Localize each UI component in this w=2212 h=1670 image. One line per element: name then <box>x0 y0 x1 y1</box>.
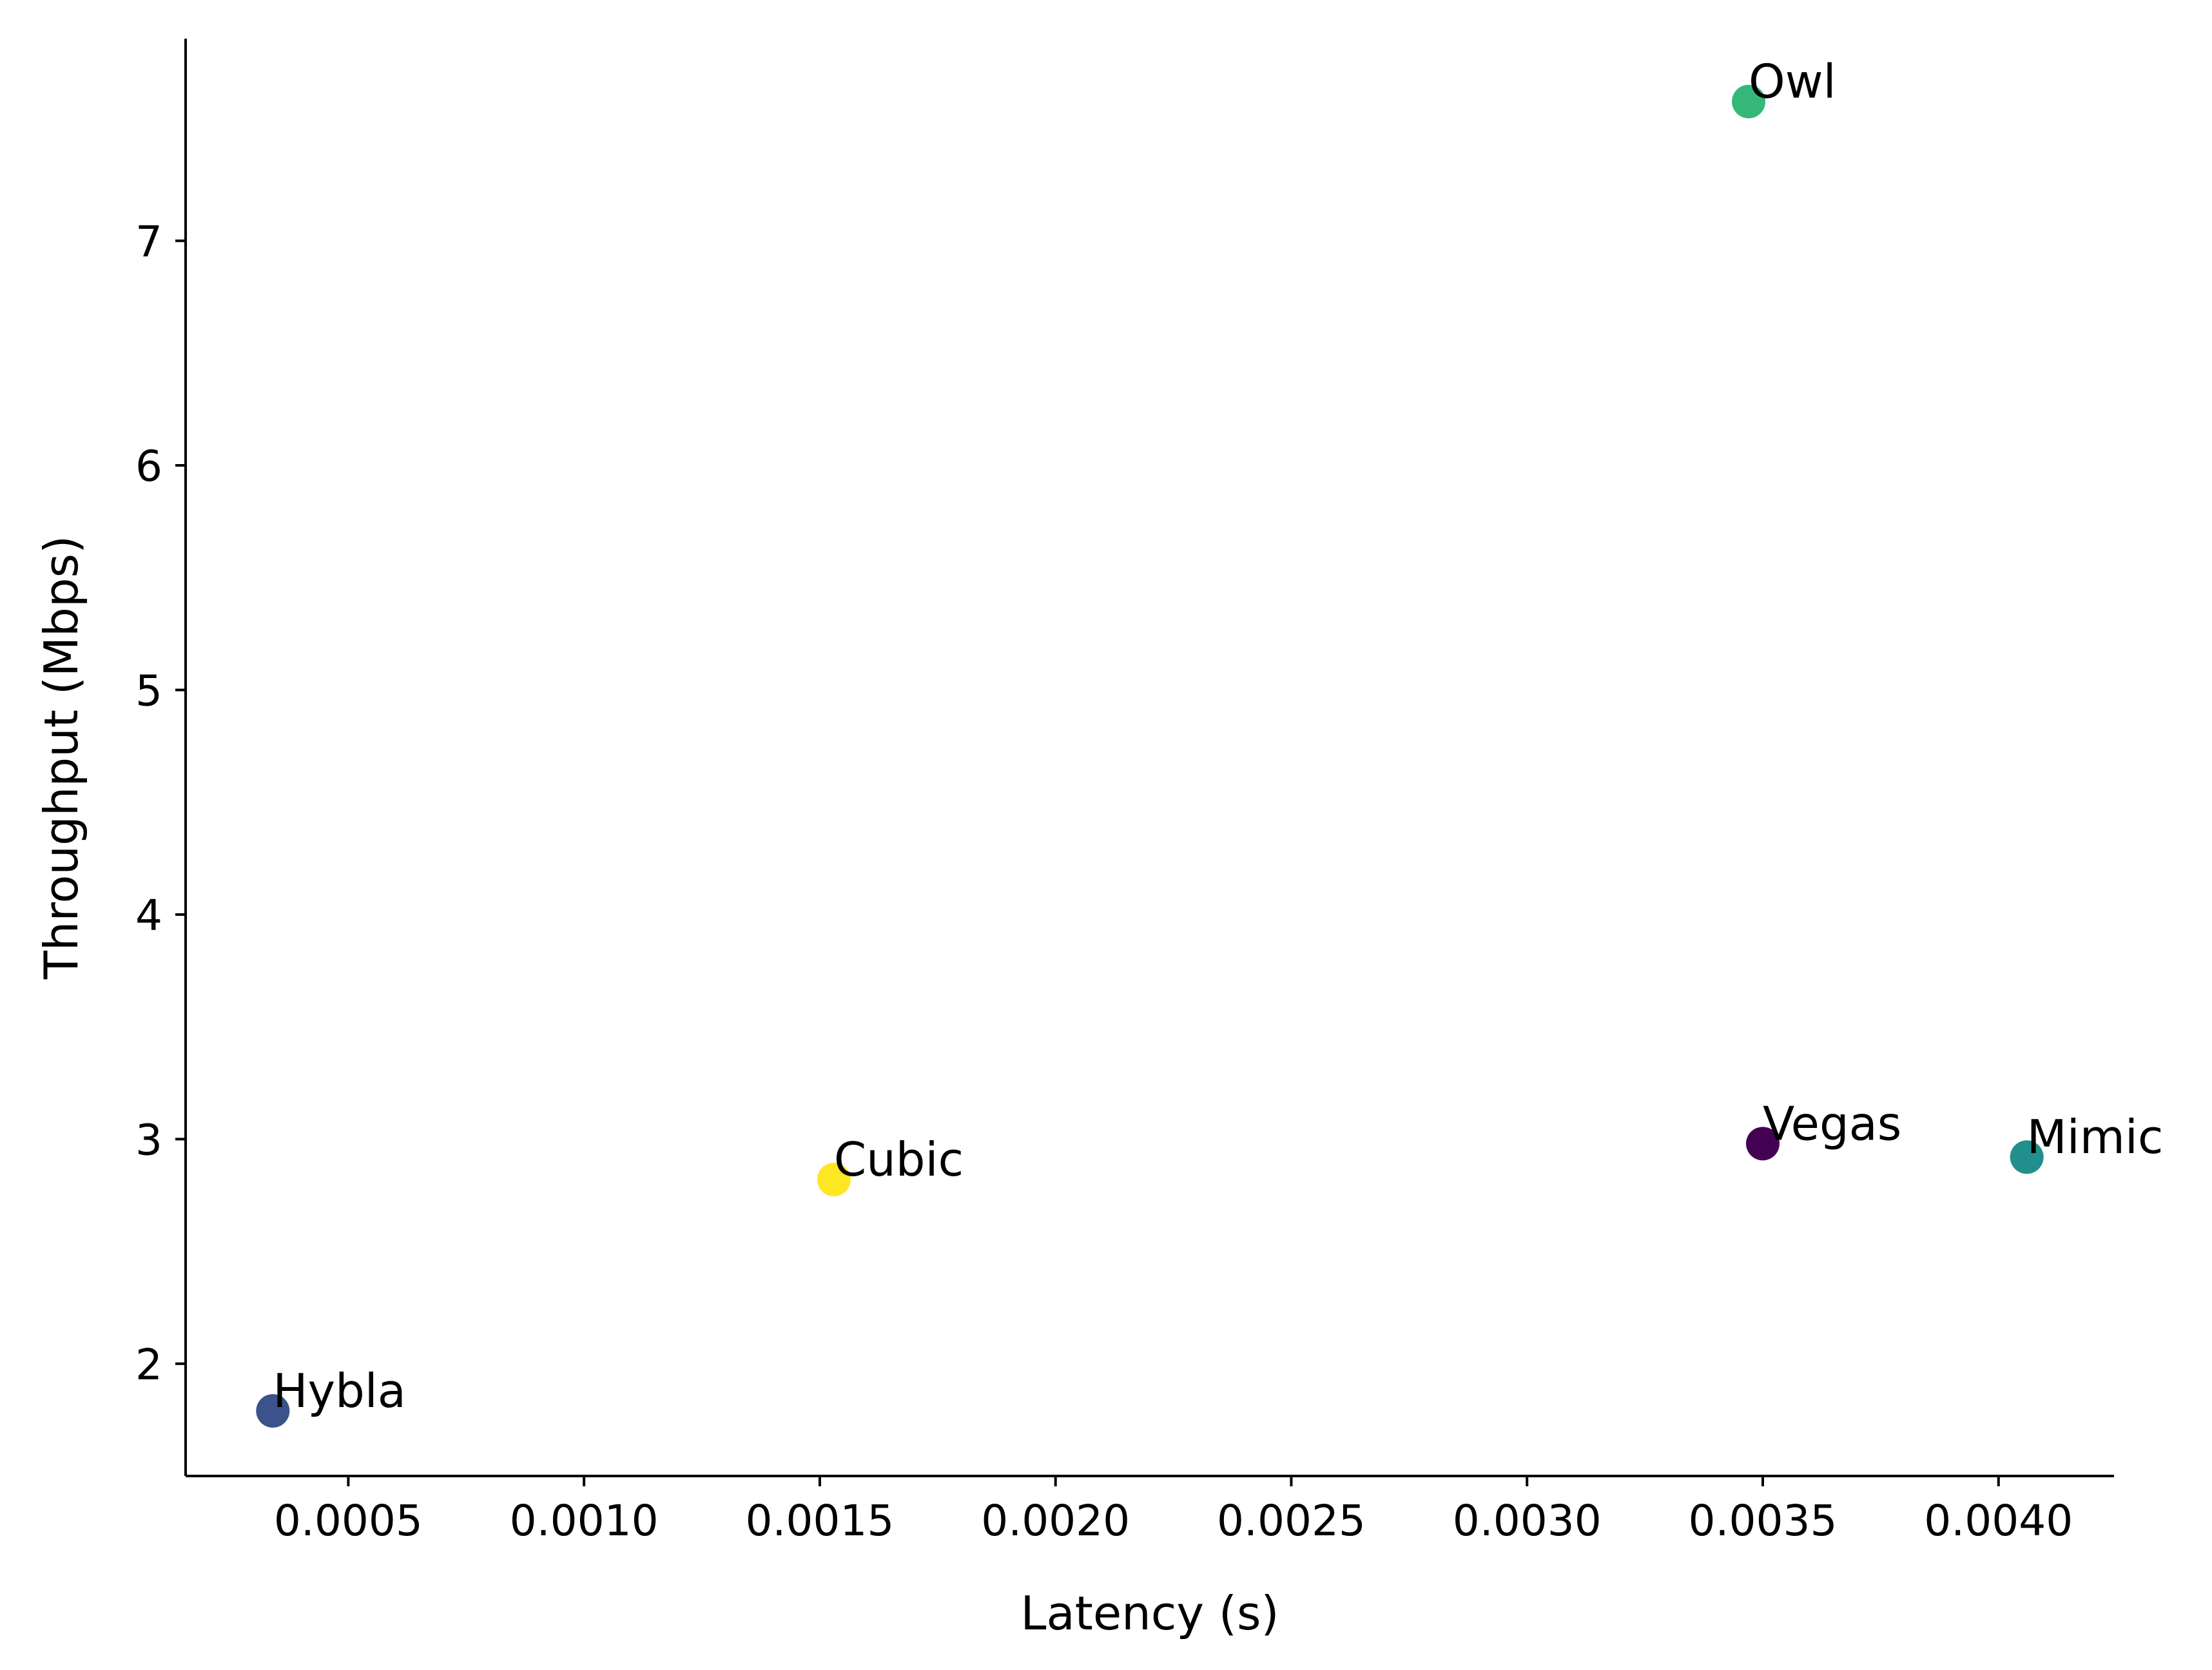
y-tick-label: 7 <box>135 217 162 267</box>
x-tick-label: 0.0030 <box>1453 1496 1602 1546</box>
x-tick-label: 0.0040 <box>1924 1496 2073 1546</box>
x-axis-label: Latency (s) <box>1020 1586 1279 1640</box>
y-tick-label: 4 <box>135 891 162 940</box>
data-point-label: Hybla <box>273 1364 406 1418</box>
data-point <box>1732 84 1766 119</box>
y-axis-ticks: 2 3 4 5 6 7 <box>135 217 186 1390</box>
x-tick-label: 0.0015 <box>745 1496 894 1546</box>
data-point <box>2010 1140 2044 1174</box>
x-tick-label: 0.0025 <box>1217 1496 1366 1546</box>
data-point-label: Vegas <box>1763 1096 1901 1151</box>
y-tick-label: 3 <box>135 1115 162 1165</box>
data-point <box>256 1393 290 1428</box>
data-point-label: Cubic <box>834 1132 964 1187</box>
data-point-label: Mimic <box>2027 1110 2164 1164</box>
plot-area: Vegas Hybla Mimic Owl Cubic <box>256 55 2164 1428</box>
y-axis-label: Throughput (Mbps) <box>34 536 88 980</box>
data-point <box>817 1163 851 1197</box>
y-tick-label: 5 <box>135 666 162 715</box>
x-axis-ticks: 0.0005 0.0010 0.0015 0.0020 0.0025 0.0030 0.00… <box>274 1476 2073 1546</box>
x-tick-label: 0.0005 <box>274 1496 423 1546</box>
data-point-label: Owl <box>1749 55 1836 109</box>
data-point <box>1746 1127 1780 1161</box>
x-tick-label: 0.0010 <box>510 1496 659 1546</box>
x-tick-label: 0.0020 <box>981 1496 1130 1546</box>
y-tick-label: 2 <box>135 1340 162 1390</box>
x-tick-label: 0.0035 <box>1689 1496 1838 1546</box>
y-tick-label: 6 <box>135 442 162 491</box>
